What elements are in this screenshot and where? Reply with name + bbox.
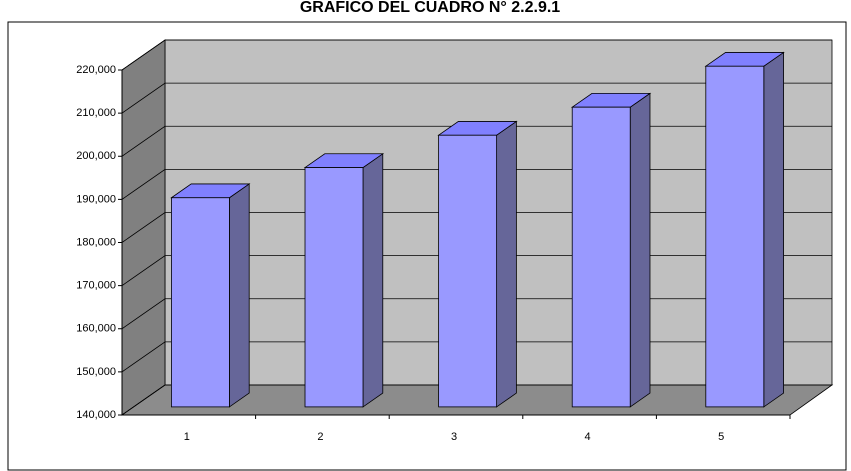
chart-title: GRAFICO DEL CUADRO N° 2.2.9.1 (300, 0, 560, 16)
bar (571, 106, 631, 408)
x-tick-label: 5 (718, 431, 724, 443)
x-tick-label: 4 (585, 431, 591, 443)
bar (705, 65, 765, 408)
y-tick-label: 210,000 (76, 107, 116, 119)
grid-line (121, 39, 832, 71)
y-tick-label: 140,000 (76, 409, 116, 421)
y-tick-label: 200,000 (76, 150, 116, 162)
bar-side (763, 51, 784, 408)
y-tick-label: 160,000 (76, 323, 116, 335)
x-tick-label: 2 (317, 431, 323, 443)
bar-side (496, 120, 517, 408)
bar (438, 134, 498, 408)
bar (304, 167, 364, 408)
grid-line (121, 82, 832, 114)
bar-side (229, 183, 250, 408)
y-tick-label: 190,000 (76, 193, 116, 205)
bar-side (629, 92, 651, 408)
bar (171, 197, 230, 408)
bar-side (362, 152, 384, 408)
x-tick-label: 1 (184, 431, 190, 443)
y-tick-label: 150,000 (76, 366, 116, 378)
y-tick-label: 180,000 (76, 236, 116, 248)
y-tick-label: 220,000 (76, 64, 116, 76)
x-tick-label: 3 (451, 431, 457, 443)
y-tick-label: 170,000 (76, 280, 116, 292)
